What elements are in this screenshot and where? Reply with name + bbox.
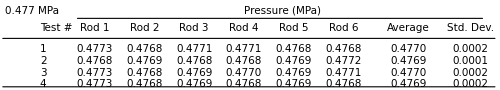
Text: 0.4769: 0.4769 xyxy=(390,79,426,89)
Text: 0.4769: 0.4769 xyxy=(276,68,312,78)
Text: 4: 4 xyxy=(40,79,46,89)
Text: 0.4768: 0.4768 xyxy=(226,56,262,66)
Text: 0.4769: 0.4769 xyxy=(276,56,312,66)
Text: 0.4768: 0.4768 xyxy=(76,56,113,66)
Text: 0.4768: 0.4768 xyxy=(226,79,262,89)
Text: 0.4771: 0.4771 xyxy=(326,68,362,78)
Text: 0.4772: 0.4772 xyxy=(326,56,362,66)
Text: 0.0002: 0.0002 xyxy=(452,44,488,54)
Text: 0.4770: 0.4770 xyxy=(390,44,426,54)
Text: 0.4769: 0.4769 xyxy=(390,56,426,66)
Text: 3: 3 xyxy=(40,68,46,78)
Text: 0.4768: 0.4768 xyxy=(126,44,162,54)
Text: 0.4770: 0.4770 xyxy=(226,68,262,78)
Text: 0.0002: 0.0002 xyxy=(452,68,488,78)
Text: 0.4768: 0.4768 xyxy=(326,44,362,54)
Text: 0.4773: 0.4773 xyxy=(76,79,113,89)
Text: 0.4768: 0.4768 xyxy=(126,68,162,78)
Text: 0.4768: 0.4768 xyxy=(276,44,312,54)
Text: 0.4768: 0.4768 xyxy=(176,56,212,66)
Text: 0.4773: 0.4773 xyxy=(76,44,113,54)
Text: 1: 1 xyxy=(40,44,46,54)
Text: Rod 1: Rod 1 xyxy=(80,23,110,33)
Text: Rod 5: Rod 5 xyxy=(279,23,308,33)
Text: Average: Average xyxy=(387,23,430,33)
Text: Std. Dev.: Std. Dev. xyxy=(447,23,494,33)
Text: 0.4769: 0.4769 xyxy=(126,56,162,66)
Text: 0.477 MPa: 0.477 MPa xyxy=(5,6,59,16)
Text: 0.4773: 0.4773 xyxy=(76,68,113,78)
Text: 0.0001: 0.0001 xyxy=(452,56,488,66)
Text: Rod 4: Rod 4 xyxy=(229,23,258,33)
Text: 0.4769: 0.4769 xyxy=(176,68,212,78)
Text: Pressure (MPa): Pressure (MPa) xyxy=(244,6,321,16)
Text: 0.4769: 0.4769 xyxy=(276,79,312,89)
Text: 0.0002: 0.0002 xyxy=(452,79,488,89)
Text: Rod 3: Rod 3 xyxy=(180,23,209,33)
Text: 0.4771: 0.4771 xyxy=(176,44,212,54)
Text: 0.4770: 0.4770 xyxy=(390,68,426,78)
Text: Rod 2: Rod 2 xyxy=(130,23,159,33)
Text: 0.4769: 0.4769 xyxy=(176,79,212,89)
Text: 0.4768: 0.4768 xyxy=(326,79,362,89)
Text: Rod 6: Rod 6 xyxy=(328,23,358,33)
Text: 0.4768: 0.4768 xyxy=(126,79,162,89)
Text: 2: 2 xyxy=(40,56,46,66)
Text: Test #: Test # xyxy=(40,23,72,33)
Text: 0.4771: 0.4771 xyxy=(226,44,262,54)
